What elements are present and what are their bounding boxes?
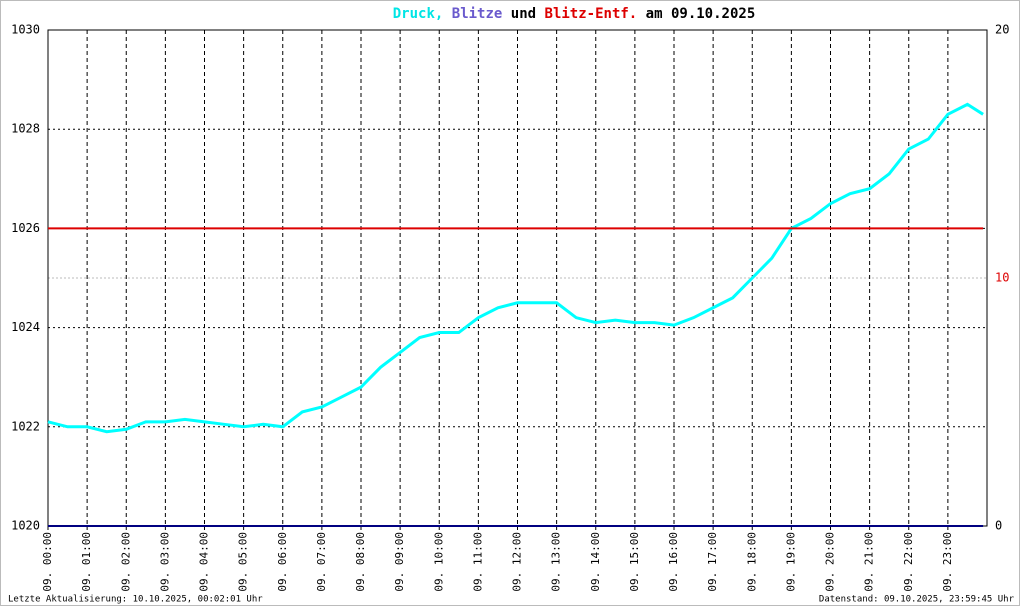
x-tick-label: 09. 19:00 <box>784 532 797 592</box>
x-tick-label: 09. 08:00 <box>354 532 367 592</box>
x-tick-label: 09. 04:00 <box>198 532 211 592</box>
chart-title: Druck, Blitze und Blitz-Entf. am 09.10.2… <box>393 6 756 22</box>
footer-right: Datenstand: 09.10.2025, 23:59:45 Uhr <box>819 595 1015 605</box>
x-tick-label: 09. 18:00 <box>745 532 758 592</box>
x-tick-label: 09. 23:00 <box>941 532 954 592</box>
title-part: Blitze <box>452 6 503 22</box>
y-tick-label: 1026 <box>11 221 40 235</box>
x-tick-label: 09. 16:00 <box>667 532 680 592</box>
y-tick-label: 1020 <box>11 519 40 533</box>
x-tick-label: 09. 10:00 <box>432 532 445 592</box>
y2-tick-label: 20 <box>995 23 1009 37</box>
x-tick-label: 09. 12:00 <box>511 532 524 592</box>
y-tick-label: 1022 <box>11 419 40 433</box>
x-tick-label: 09. 05:00 <box>237 532 250 592</box>
x-tick-label: 09. 14:00 <box>589 532 602 592</box>
series-line <box>47 102 984 434</box>
title-part: Blitz-Entf. <box>545 6 638 22</box>
title-part: Druck, <box>393 6 444 22</box>
x-tick-label: 09. 20:00 <box>824 532 837 592</box>
x-tick-label: 09. 00:00 <box>41 532 54 592</box>
y-tick-label: 1028 <box>11 122 40 136</box>
y-tick-label: 1030 <box>11 23 40 37</box>
x-tick-label: 09. 22:00 <box>902 532 915 592</box>
x-tick-label: 09. 09:00 <box>393 532 406 592</box>
x-tick-label: 09. 03:00 <box>158 532 171 592</box>
x-tick-label: 09. 13:00 <box>550 532 563 592</box>
x-tick-label: 09. 02:00 <box>119 532 132 592</box>
x-tick-label: 09. 06:00 <box>276 532 289 592</box>
y-tick-label: 1024 <box>11 320 40 334</box>
x-tick-label: 09. 01:00 <box>80 532 93 592</box>
title-part: am 09.10.2025 <box>646 6 756 22</box>
x-tick-label: 09. 17:00 <box>706 532 719 592</box>
footer-left: Letzte Aktualisierung: 10.10.2025, 00:02… <box>8 595 263 605</box>
x-tick-label: 09. 07:00 <box>315 532 328 592</box>
y2-tick-label: 10 <box>995 271 1009 285</box>
y2-tick-label: 0 <box>995 519 1002 533</box>
x-tick-label: 09. 11:00 <box>471 532 484 592</box>
x-tick-label: 09. 15:00 <box>628 532 641 592</box>
x-tick-label: 09. 21:00 <box>863 532 876 592</box>
title-part: und <box>511 6 536 22</box>
